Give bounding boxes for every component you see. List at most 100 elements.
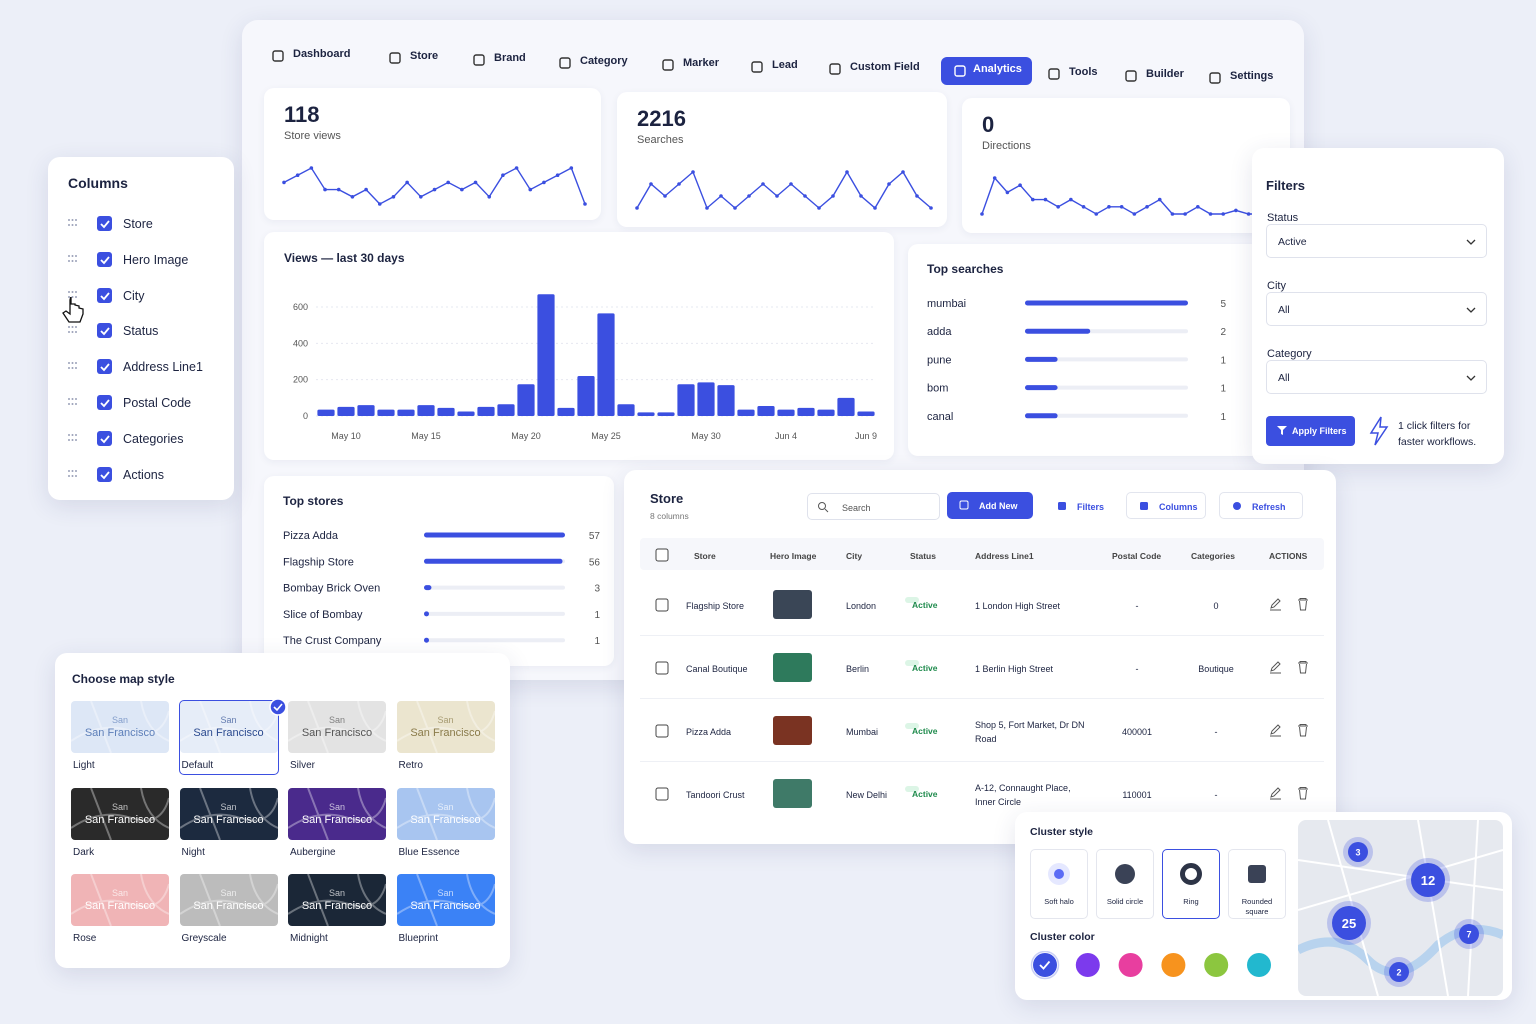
map-tile[interactable]: San San Francisco — [179, 874, 278, 926]
toolbar-button[interactable]: Filters — [1044, 492, 1114, 519]
graphic — [559, 56, 571, 69]
nav-icon — [389, 52, 401, 64]
map-tile[interactable]: San San Francisco — [396, 787, 495, 840]
bar — [717, 385, 735, 416]
button-icon — [1140, 502, 1148, 510]
spark-point — [915, 194, 919, 198]
column-name[interactable]: Postal Code — [123, 396, 192, 410]
selected-outline — [178, 700, 279, 775]
stat-label: Searches — [637, 134, 684, 146]
status-text: Active — [912, 726, 938, 736]
apply-button[interactable]: Apply Filters — [1266, 416, 1355, 446]
nav-item[interactable]: Settings — [1230, 70, 1274, 82]
graphic: 0 200 400 600 May 10 May 15 May 20 May 25 May 30… — [293, 294, 877, 441]
cluster-marker — [1459, 924, 1479, 944]
nav-item[interactable]: Store — [410, 50, 439, 63]
toolbar-button[interactable]: Refresh — [1219, 492, 1303, 519]
graphic — [473, 54, 485, 67]
nav-item[interactable]: Marker — [683, 56, 720, 69]
select[interactable]: All — [1266, 360, 1487, 394]
nav-item[interactable]: Analytics — [973, 63, 1022, 76]
spark-point — [542, 180, 546, 185]
status-text: Active — [912, 600, 938, 610]
bar-track — [424, 585, 565, 590]
sparkline — [283, 167, 586, 205]
nav-item[interactable]: Dashboard — [293, 48, 351, 60]
column-name[interactable]: Actions — [123, 467, 164, 482]
column-name[interactable]: Categories — [123, 431, 184, 446]
cluster-marker — [1348, 842, 1368, 862]
checkbox — [655, 787, 669, 801]
drag-handle — [68, 295, 70, 298]
drag-handle — [71, 367, 74, 370]
column-name[interactable]: Address Line1 — [123, 360, 203, 375]
spark-point — [803, 194, 807, 198]
map-tile[interactable]: San San Francisco — [288, 787, 386, 840]
column-header: Postal Code — [1112, 551, 1162, 561]
graphic — [954, 65, 966, 78]
nav-item[interactable]: Builder — [1146, 67, 1184, 80]
spark-point — [1208, 212, 1213, 216]
cluster-option[interactable]: Ring — [1162, 849, 1220, 919]
cluster-option[interactable]: Soft halo — [1030, 849, 1088, 919]
map-tile[interactable]: San San Francisco — [71, 701, 169, 753]
column-name[interactable]: Status — [123, 324, 159, 339]
chart-title: Views — last 30 days — [284, 251, 405, 265]
toolbar-button[interactable]: Add New — [947, 492, 1033, 519]
nav-item[interactable]: Tools — [1069, 65, 1098, 78]
tile-text: San — [328, 715, 345, 725]
cluster-option[interactable]: Solid circle — [1096, 849, 1154, 919]
nav-item[interactable]: Category — [580, 54, 628, 67]
stat-card: 118 Store views — [264, 88, 601, 220]
map-tile[interactable]: San San Francisco — [288, 701, 386, 753]
graphic — [1180, 863, 1202, 885]
status-badge: Active — [905, 786, 938, 799]
map-tile[interactable]: San San Francisco — [71, 874, 169, 926]
column-name[interactable]: Hero Image — [123, 252, 189, 267]
check — [100, 363, 110, 372]
card-title: Top stores — [283, 494, 344, 508]
search-box[interactable]: Search — [807, 493, 940, 520]
map-tile[interactable]: San San Francisco — [179, 701, 278, 753]
spark-point — [1069, 197, 1073, 202]
bar — [837, 397, 855, 416]
nav-item[interactable]: Lead — [772, 59, 798, 71]
row-name: pune — [927, 354, 951, 366]
select[interactable]: All — [1266, 292, 1487, 326]
map-roads — [288, 701, 386, 753]
row-value: 2 — [1220, 327, 1226, 338]
x-tick-label: May 10 — [331, 431, 361, 441]
bar-track — [1025, 357, 1188, 362]
spark-point — [705, 206, 709, 210]
toolbar-button[interactable]: Columns — [1126, 492, 1206, 519]
map-tile[interactable]: San San Francisco — [288, 874, 386, 926]
graphic — [1466, 239, 1476, 245]
style-name: Blue Essence — [398, 846, 460, 858]
nav-icon — [751, 61, 763, 73]
select-value: All — [1278, 304, 1290, 316]
nav-item[interactable]: Brand — [494, 52, 526, 65]
delete-icon — [1298, 598, 1308, 611]
column-name[interactable]: City — [123, 288, 145, 303]
top-stores-card: Top stores Pizza Adda 57 Flagship Store 56 Bo… — [264, 476, 614, 666]
map-tile[interactable]: San San Francisco — [396, 701, 495, 753]
map-tile[interactable]: San San Francisco — [179, 787, 278, 840]
cell: 1 Berlin High Street — [975, 664, 1054, 674]
sparkline — [981, 176, 1275, 215]
spark-point — [817, 206, 821, 210]
column-header: Address Line1 — [975, 551, 1034, 561]
map-roads — [288, 787, 386, 840]
tile-text: San — [111, 801, 128, 812]
status-text: Active — [912, 789, 938, 799]
select[interactable]: Active — [1266, 224, 1487, 258]
column-name[interactable]: Store — [123, 217, 153, 231]
map-tile[interactable]: San San Francisco — [396, 874, 495, 926]
cell: A-12, Connaught Place, Inner Circle — [975, 783, 1071, 807]
map-tile[interactable]: San San Francisco — [71, 787, 169, 840]
active-tab[interactable] — [941, 57, 1032, 86]
nav-item[interactable]: Custom Field — [850, 61, 920, 74]
cluster-option[interactable]: Rounded square — [1228, 849, 1286, 919]
drag-handle — [68, 290, 70, 293]
graphic — [1369, 416, 1389, 446]
spark-point — [309, 166, 314, 170]
